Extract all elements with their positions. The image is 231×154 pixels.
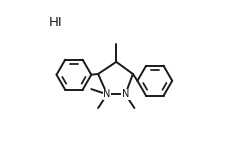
- Text: N: N: [122, 89, 129, 99]
- Text: HI: HI: [49, 16, 63, 29]
- Text: N: N: [103, 89, 111, 99]
